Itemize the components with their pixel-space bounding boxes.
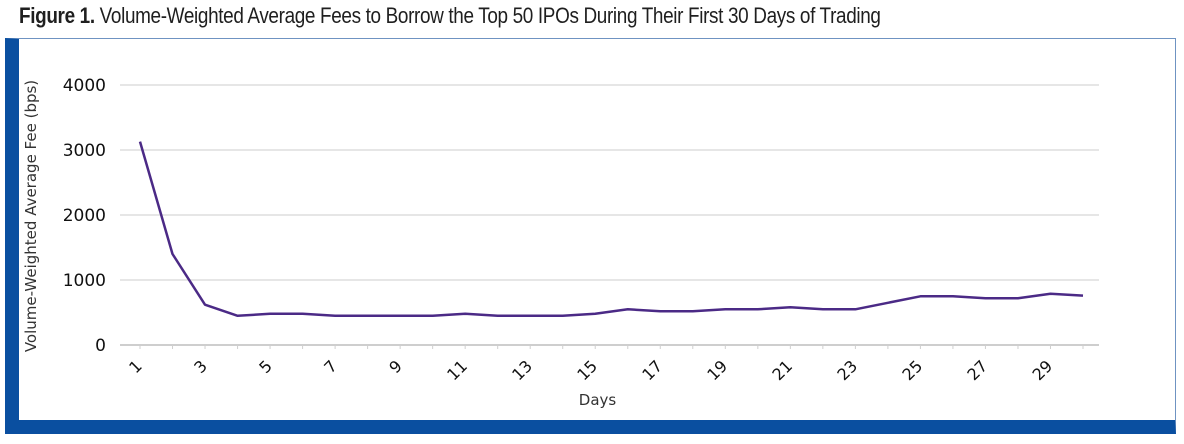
- x-tick-label: 1: [125, 356, 146, 377]
- x-tick-label: 3: [190, 356, 211, 377]
- y-tick-label: 0: [95, 336, 106, 356]
- y-axis-label: Volume-Weighted Average Fee (bps): [22, 80, 40, 352]
- figure-title: Figure 1. Volume-Weighted Average Fees t…: [19, 3, 881, 29]
- y-tick-label: 3000: [63, 141, 106, 161]
- x-tick-label: 27: [963, 356, 991, 384]
- x-tick-label: 15: [573, 356, 601, 384]
- x-tick-label: 11: [443, 356, 471, 384]
- x-tick-label: 21: [768, 356, 796, 384]
- grid-lines: [120, 84, 1099, 349]
- series-lines: [138, 141, 1084, 318]
- x-tick-label: 17: [638, 356, 666, 384]
- chart-frame: 0 1000 2000 3000 4000 1 3 5 7 9 11 13 15 17 19 21 23 25 2…: [5, 38, 1176, 434]
- x-tick-label: 5: [255, 356, 276, 377]
- x-tick-label: 9: [385, 356, 406, 377]
- x-tick-label: 13: [508, 356, 536, 384]
- y-tick-label: 2000: [63, 206, 106, 226]
- y-tick-labels: 0 1000 2000 3000 4000: [63, 76, 106, 356]
- x-tick-labels: 1 3 5 7 9 11 13 15 17 19 21 23 25 27 29: [125, 356, 1056, 384]
- x-tick-label: 29: [1028, 356, 1056, 384]
- x-tick-label: 23: [833, 356, 861, 384]
- x-tick-label: 25: [898, 356, 926, 384]
- x-tick-label: 7: [320, 356, 341, 377]
- figure-title-text: Volume-Weighted Average Fees to Borrow t…: [99, 3, 881, 28]
- y-tick-label: 1000: [63, 271, 106, 291]
- x-tick-label: 19: [703, 356, 731, 384]
- series-line: [138, 141, 1084, 318]
- figure-label: Figure 1.: [19, 3, 95, 28]
- y-tick-label: 4000: [63, 76, 106, 96]
- x-axis-label: Days: [579, 391, 617, 409]
